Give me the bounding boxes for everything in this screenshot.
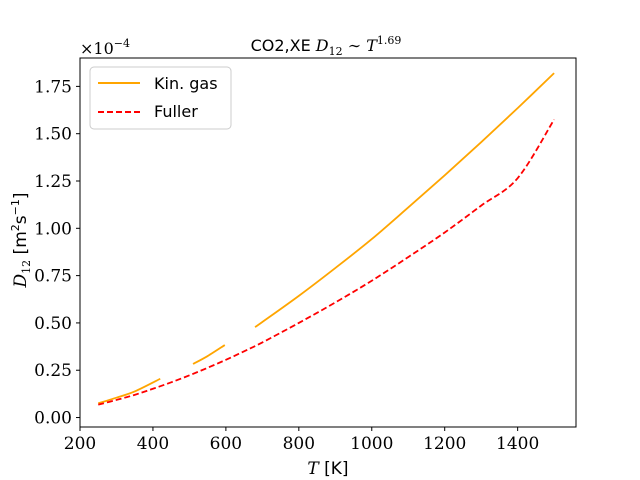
chart-title: CO2,XE D12 ∼ T1.69 [251, 34, 402, 58]
series-line-kin-gas [97, 377, 161, 405]
x-axis-ticks: 200 400 600 800 1000 1200 1400 [64, 427, 539, 454]
x-axis-label: T [K] [307, 459, 348, 479]
y-tick-label: 0.00 [34, 409, 72, 429]
series-layer [97, 72, 555, 406]
y-tick-label: 1.75 [34, 77, 72, 97]
series-line-kin-gas [192, 344, 226, 365]
y-tick-label: 0.25 [34, 361, 72, 381]
legend: Kin. gas Fuller [89, 66, 232, 130]
series-line-fuller [98, 119, 555, 406]
x-tick-label: 200 [64, 434, 96, 454]
x-tick-label: 600 [210, 434, 242, 454]
y-tick-label: 0.50 [34, 314, 72, 334]
y-scale-factor: ×10−4 [80, 37, 130, 58]
legend-label-kin-gas: Kin. gas [154, 74, 218, 93]
plot-frame [79, 57, 577, 428]
y-axis-ticks: 0.00 0.25 0.50 0.75 1.00 1.25 1.50 1.75 [34, 77, 80, 429]
x-tick-label: 1000 [350, 434, 393, 454]
y-tick-label: 0.75 [34, 267, 72, 287]
x-tick-label: 800 [283, 434, 315, 454]
x-tick-label: 1400 [496, 434, 539, 454]
x-tick-label: 400 [137, 434, 169, 454]
y-tick-label: 1.25 [34, 172, 72, 192]
legend-label-fuller: Fuller [154, 102, 198, 121]
series-line-kin-gas [254, 72, 555, 328]
y-tick-label: 1.00 [34, 219, 72, 239]
y-tick-label: 1.50 [34, 125, 72, 145]
y-axis-label: D12 [m2s−1] [9, 193, 33, 289]
x-tick-label: 1200 [423, 434, 466, 454]
